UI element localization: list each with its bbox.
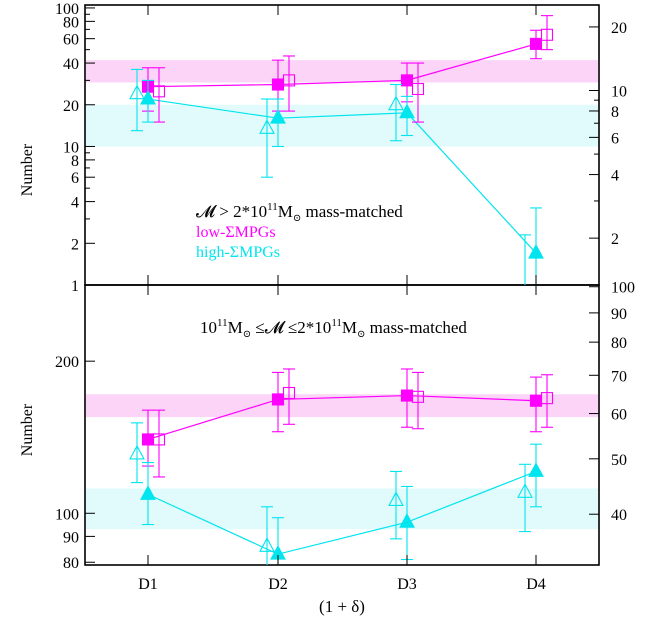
- bottom-band-low: [86, 394, 598, 418]
- bottom-left-tick-label: 90: [63, 529, 79, 546]
- top-annotation-title: 𝓜 > 2*1011M⊙ mass-matched: [196, 201, 403, 224]
- bottom-point-high-open-triangle-D4: [517, 483, 533, 498]
- legend-low: low-ΣMPGs: [196, 224, 276, 241]
- bottom-left-tick-label: 100: [55, 506, 79, 523]
- top-point-high-open-triangle-D3: [388, 95, 404, 111]
- top-errorbar-high-open-triangle-D2: [261, 98, 273, 178]
- top-left-tick-label: 80: [63, 14, 79, 31]
- bottom-point-low-open-square-D1: [152, 433, 166, 446]
- top-point-low-filled-square-D3: [400, 74, 414, 87]
- top-left-tick-label: 2: [71, 236, 79, 253]
- bottom-right-tick-label: 50: [611, 452, 627, 469]
- top-point-low-open-square-D2: [282, 74, 296, 87]
- bottom-point-low-open-square-D4: [540, 392, 554, 405]
- top-point-high-filled-triangle-D4: [528, 243, 544, 259]
- top-ylabel: Number: [19, 143, 36, 196]
- bottom-line-high: [147, 470, 537, 555]
- top-left-tick-label: 100: [55, 1, 79, 18]
- bottom-line-low: [147, 394, 537, 441]
- bottom-point-low-filled-square-D3: [400, 389, 414, 402]
- top-point-low-open-square-D1: [152, 85, 166, 98]
- top-line-low: [147, 43, 537, 88]
- series-layer: [129, 15, 554, 565]
- bottom-annotation-title: 1011M⊙ ≤𝓜 ≤2*1011M⊙ mass-matched: [200, 317, 467, 340]
- bottom-errorbar-high-open-triangle-D2: [261, 506, 273, 565]
- bottom-point-high-open-triangle-D3: [388, 491, 404, 506]
- bottom-point-high-open-triangle-D2: [259, 537, 275, 552]
- top-point-low-filled-square-D2: [271, 78, 285, 91]
- band-layer: [86, 60, 598, 530]
- top-right-tick-label: 6: [611, 130, 619, 147]
- top-left-tick-label: 8: [71, 153, 79, 170]
- top-left-tick-label: 10: [63, 139, 79, 156]
- top-errorbar-low-open-square-D4: [541, 15, 553, 51]
- top-band-high: [86, 104, 598, 147]
- bottom-point-low-filled-square-D2: [271, 393, 285, 406]
- bottom-right-tick-label: 70: [611, 368, 627, 385]
- bottom-point-high-filled-triangle-D4: [528, 462, 544, 477]
- top-left-tick-label: 20: [63, 98, 79, 115]
- bottom-point-high-filled-triangle-D1: [140, 485, 156, 500]
- bottom-errorbar-high-open-triangle-D4: [519, 463, 531, 533]
- bottom-errorbar-high-open-triangle-D1: [131, 422, 143, 484]
- top-point-low-open-square-D4: [540, 28, 554, 41]
- bottom-point-high-open-triangle-D1: [129, 444, 145, 460]
- top-point-low-filled-square-D4: [529, 37, 543, 50]
- bottom-left-tick-label: 200: [55, 354, 79, 371]
- top-errorbar-low-open-square-D2: [283, 55, 295, 112]
- bottom-point-low-filled-square-D1: [141, 433, 155, 446]
- bottom-point-low-open-square-D3: [411, 390, 425, 403]
- top-left-tick-label: 1: [71, 278, 79, 295]
- top-point-high-open-triangle-D2: [259, 119, 275, 134]
- top-right-tick-label: 8: [611, 104, 619, 121]
- top-right-tick-label: 10: [611, 84, 627, 101]
- bottom-right-tick-label: 100: [611, 280, 635, 297]
- bottom-errorbar-low-open-square-D4: [541, 374, 553, 428]
- tick-layer: 1246810204060801002468102080901002004050…: [55, 1, 635, 593]
- top-left-tick-label: 60: [63, 32, 79, 49]
- top-right-tick-label: 20: [611, 20, 627, 37]
- top-left-tick-label: 40: [63, 56, 79, 73]
- bottom-errorbar-low-open-square-D2: [283, 368, 295, 425]
- x-axis-label: (1 + δ): [319, 597, 365, 616]
- top-left-tick-label: 4: [71, 195, 79, 212]
- top-point-high-filled-triangle-D1: [140, 89, 156, 105]
- top-errorbar-high-open-triangle-D4: [519, 234, 531, 285]
- legend-high: high-ΣMPGs: [196, 244, 280, 261]
- top-right-tick-label: 2: [611, 231, 619, 248]
- bottom-left-tick-label: 80: [63, 555, 79, 572]
- x-category-label: D2: [268, 576, 288, 593]
- bottom-point-low-open-square-D2: [282, 386, 296, 400]
- bottom-panel-frame: [84, 284, 600, 566]
- bottom-ylabel: Number: [19, 403, 36, 456]
- bottom-point-high-filled-triangle-D3: [399, 513, 415, 528]
- bottom-band-high: [86, 488, 598, 530]
- top-errorbar-low-open-square-D1: [153, 67, 165, 123]
- top-band-low: [86, 60, 598, 83]
- top-point-high-filled-triangle-D2: [270, 108, 286, 124]
- bottom-errorbar-low-open-square-D1: [153, 409, 165, 478]
- top-point-high-open-triangle-D1: [129, 84, 145, 100]
- top-left-tick-label: 6: [71, 170, 79, 187]
- top-line-high: [147, 98, 537, 254]
- bottom-right-tick-label: 40: [611, 507, 627, 524]
- x-category-label: D4: [526, 576, 546, 593]
- x-category-label: D1: [138, 576, 158, 593]
- bottom-point-low-filled-square-D4: [529, 394, 543, 407]
- top-errorbar-high-open-triangle-D3: [390, 83, 402, 142]
- top-point-high-filled-triangle-D3: [399, 103, 415, 119]
- top-point-low-open-square-D3: [411, 82, 425, 96]
- top-errorbar-low-open-square-D3: [412, 62, 424, 123]
- bottom-right-tick-label: 90: [611, 306, 627, 323]
- bottom-right-tick-label: 60: [611, 407, 627, 424]
- x-category-label: D3: [397, 576, 417, 593]
- top-errorbar-high-open-triangle-D1: [131, 68, 143, 132]
- bottom-errorbar-low-open-square-D3: [412, 371, 424, 430]
- top-right-tick-label: 4: [611, 168, 619, 185]
- bottom-right-tick-label: 80: [611, 335, 627, 352]
